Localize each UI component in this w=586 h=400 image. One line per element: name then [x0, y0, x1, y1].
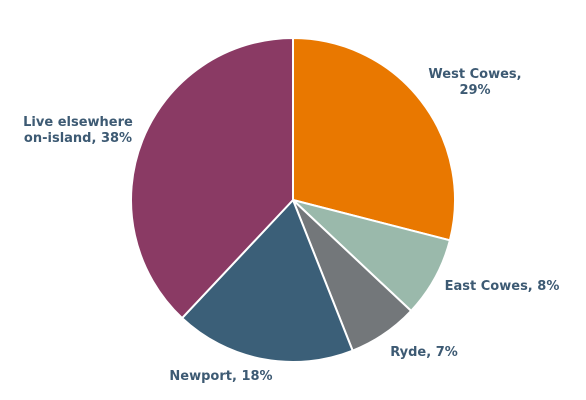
data-label-line: West Cowes, [428, 67, 521, 82]
data-label-east-cowes: East Cowes, 8% [445, 279, 560, 294]
pie-slice-west-cowes [292, 37, 456, 242]
data-label-line: Ryde, 7% [390, 345, 458, 360]
data-label-line: Newport, 18% [169, 369, 272, 384]
pie-slices [130, 37, 456, 363]
pie-slice-live-elsewhere-on-island [130, 37, 294, 320]
data-label-line: East Cowes, 8% [445, 279, 560, 294]
data-label-west-cowes: West Cowes, 29% [428, 67, 521, 98]
pie-labels: West Cowes, 29% East Cowes, 8% Ryde, 7% Newp… [23, 67, 559, 384]
data-label-line: Live elsewhere [23, 115, 133, 130]
data-label-line: on-island, 38% [24, 131, 132, 146]
data-label-line: 29% [459, 83, 490, 98]
data-label-newport: Newport, 18% [169, 369, 272, 384]
data-label-live-elsewhere-on-island: Live elsewhere on-island, 38% [23, 115, 133, 146]
pie-slice-newport [181, 199, 354, 363]
data-label-ryde: Ryde, 7% [390, 345, 458, 360]
